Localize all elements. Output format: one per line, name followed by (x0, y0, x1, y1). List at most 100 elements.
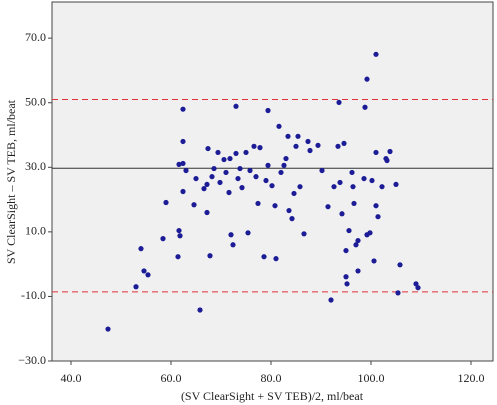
x-tick-label: 100.0 (358, 371, 385, 385)
point (233, 103, 239, 109)
point (289, 216, 295, 222)
point (197, 307, 203, 313)
point (281, 162, 287, 168)
y-tick-label: 70.0 (25, 30, 46, 44)
point (307, 147, 313, 154)
point (207, 253, 213, 259)
point (133, 284, 139, 290)
point (209, 174, 215, 180)
point (305, 138, 311, 145)
point (180, 160, 186, 167)
point (413, 281, 419, 287)
x-tick-label: 80.0 (261, 371, 282, 385)
point (364, 232, 370, 238)
y-tick-label: -10.0 (21, 288, 46, 302)
point (265, 107, 271, 114)
point (301, 231, 307, 237)
point (141, 268, 147, 274)
point (176, 161, 182, 167)
point (344, 281, 350, 287)
point (291, 190, 297, 197)
point (251, 143, 257, 149)
point (233, 150, 239, 157)
point (364, 76, 370, 82)
x-tick-label: 60.0 (161, 371, 182, 385)
point (339, 211, 345, 217)
point (355, 237, 361, 244)
point (346, 227, 352, 234)
point (395, 290, 401, 296)
point (369, 177, 375, 184)
point (362, 104, 368, 110)
point (375, 214, 381, 220)
point (163, 199, 169, 206)
point (204, 209, 210, 216)
point (180, 188, 186, 195)
point (145, 272, 151, 278)
point (183, 167, 189, 174)
point (261, 254, 267, 260)
point (247, 167, 253, 174)
point (319, 167, 325, 174)
point (211, 165, 217, 172)
point (335, 143, 341, 149)
point (227, 155, 233, 162)
point (331, 184, 337, 190)
y-tick-label: 10.0 (25, 224, 46, 238)
point (177, 233, 183, 239)
point (285, 133, 291, 139)
point (245, 230, 251, 236)
point (415, 285, 421, 291)
point (255, 200, 261, 207)
point (373, 51, 379, 57)
point (217, 179, 223, 186)
point (393, 181, 399, 188)
point (160, 236, 166, 242)
point (349, 169, 355, 176)
point (175, 254, 181, 260)
point (223, 169, 229, 176)
point (293, 143, 299, 149)
point (176, 227, 182, 234)
point (243, 149, 249, 156)
point (387, 148, 393, 155)
point (397, 262, 403, 268)
point (297, 184, 303, 190)
point (343, 247, 349, 254)
point (221, 156, 227, 163)
y-tick-label: 50.0 (25, 94, 46, 108)
point (230, 242, 236, 248)
point (295, 133, 301, 139)
point (180, 138, 186, 145)
point (269, 183, 275, 189)
point (253, 174, 259, 180)
point (350, 184, 356, 190)
point (215, 149, 221, 156)
point (263, 177, 269, 184)
point (341, 140, 347, 147)
x-tick-label: 40.0 (61, 371, 82, 385)
plot-area (51, 1, 494, 362)
point (272, 203, 278, 209)
point (373, 149, 379, 156)
point (105, 326, 111, 332)
point (361, 175, 367, 182)
point (379, 184, 385, 190)
point (138, 246, 144, 252)
point (384, 157, 390, 164)
point (239, 185, 245, 191)
point (191, 202, 197, 208)
point (237, 165, 243, 172)
point (193, 175, 199, 182)
point (336, 99, 342, 106)
point (325, 204, 331, 210)
point (283, 155, 289, 162)
point (373, 203, 379, 209)
point (351, 200, 357, 207)
point (371, 258, 377, 264)
x-tick-label: 120.0 (458, 371, 485, 385)
point (201, 186, 207, 192)
point (257, 145, 263, 151)
point (265, 162, 271, 168)
